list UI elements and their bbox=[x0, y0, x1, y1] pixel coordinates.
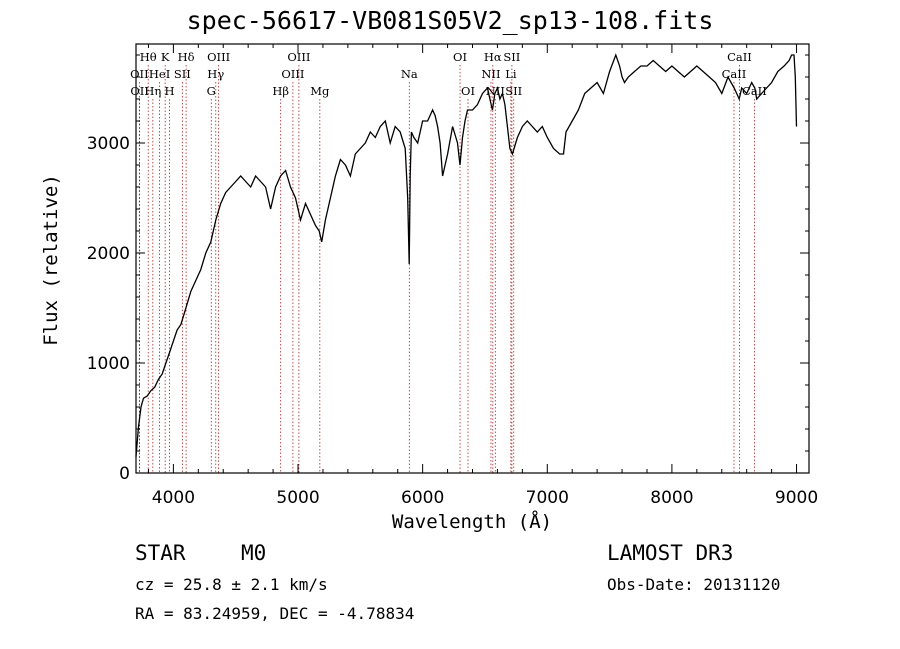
spectral-line-label: OIII bbox=[287, 50, 310, 64]
y-tick-label: 2000 bbox=[87, 244, 130, 264]
chart-title: spec-56617-VB081S05V2_sp13-108.fits bbox=[186, 6, 714, 35]
object-subclass: M0 bbox=[241, 541, 267, 565]
spectral-line-label: OII bbox=[130, 67, 149, 81]
spectral-line-label: Hδ bbox=[178, 50, 195, 64]
plot-frame bbox=[135, 43, 810, 474]
observation-date: Obs-Date: 20131120 bbox=[607, 575, 781, 594]
x-axis-label: Wavelength (Å) bbox=[391, 511, 553, 533]
spectral-line-label: H bbox=[165, 84, 175, 98]
spectral-line-label: K bbox=[161, 50, 170, 64]
spectral-line-label: SII bbox=[174, 67, 191, 81]
spectral-line-label: OIII bbox=[207, 50, 230, 64]
spectral-line-label: G bbox=[207, 84, 216, 98]
x-tick-label: 7000 bbox=[526, 488, 569, 508]
spectral-line-label: Hγ bbox=[207, 67, 224, 81]
spectral-line-label: NII bbox=[481, 67, 500, 81]
spectral-line-label: Hθ bbox=[140, 50, 157, 64]
spectral-line-label: CaII bbox=[722, 67, 747, 81]
spectral-line-label: NII bbox=[486, 84, 505, 98]
spectral-line-label: SII bbox=[505, 84, 522, 98]
y-tick-label: 1000 bbox=[87, 354, 130, 374]
x-tick-label: 8000 bbox=[650, 488, 693, 508]
object-class: STAR bbox=[135, 541, 186, 565]
y-axis-label: Flux (relative) bbox=[40, 174, 62, 346]
spectral-line-label: SII bbox=[503, 50, 520, 64]
spectral-line-label: Hα bbox=[484, 50, 502, 64]
coordinates: RA = 83.24959, DEC = -4.78834 bbox=[135, 604, 415, 623]
spectral-line-label: OIII bbox=[281, 67, 304, 81]
y-axis-ticks: 0 1000 2000 3000 bbox=[87, 54, 809, 484]
x-tick-label: 4000 bbox=[152, 488, 195, 508]
spectral-line-label: Na bbox=[401, 67, 418, 81]
x-tick-label: 6000 bbox=[401, 488, 444, 508]
spectral-line-label: Hη bbox=[144, 84, 161, 98]
x-axis-ticks: 4000 5000 6000 7000 8000 9000 bbox=[147, 44, 818, 508]
y-tick-label: 0 bbox=[119, 464, 130, 484]
spectral-line-markers bbox=[138, 65, 755, 473]
survey-name: LAMOST DR3 bbox=[607, 541, 734, 565]
x-tick-label: 9000 bbox=[775, 488, 818, 508]
x-tick-label: 5000 bbox=[276, 488, 319, 508]
spectral-line-label: HeI bbox=[149, 67, 170, 81]
spectral-line-label: OI bbox=[461, 84, 475, 98]
spectral-line-label: Li bbox=[505, 67, 517, 81]
y-tick-label: 3000 bbox=[87, 134, 130, 154]
spectral-line-label: OII bbox=[130, 84, 149, 98]
spectral-line-label: CaII bbox=[727, 50, 752, 64]
spectral-line-label: Hβ bbox=[272, 84, 289, 98]
redshift-cz: cz = 25.8 ± 2.1 km/s bbox=[135, 575, 328, 594]
spectral-line-label: OI bbox=[453, 50, 467, 64]
spectrum-line bbox=[135, 53, 798, 457]
spectral-line-label: Mg bbox=[310, 84, 330, 98]
